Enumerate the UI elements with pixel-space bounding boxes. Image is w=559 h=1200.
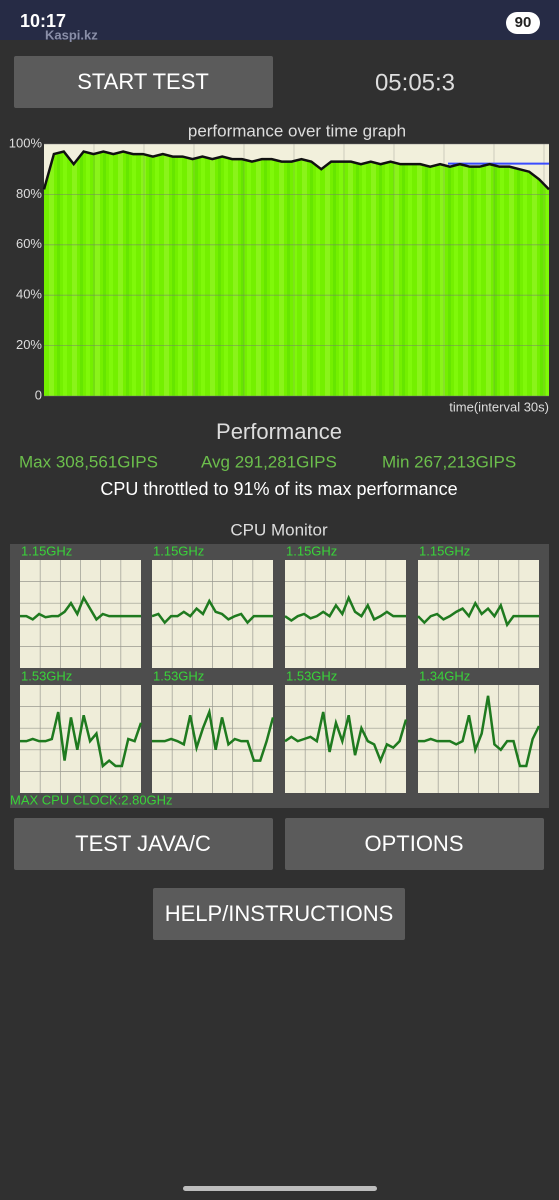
core-frequency: 1.53GHz [153, 668, 204, 683]
help-label[interactable]: HELP/INSTRUCTIONS [165, 901, 394, 926]
options-label[interactable]: OPTIONS [364, 831, 463, 856]
test-java-button[interactable] [14, 818, 273, 870]
cpu-monitor-title: CPU Monitor [230, 520, 328, 539]
core-frequency: 1.15GHz [419, 543, 470, 558]
core-line [284, 594, 406, 622]
core-line [152, 707, 275, 762]
options-button[interactable] [285, 818, 544, 870]
y-tick-label: 0 [35, 387, 42, 402]
min-score: Min 267,213GIPS [382, 452, 516, 471]
performance-line [42, 150, 550, 191]
core-frequency: 1.53GHz [286, 668, 337, 683]
core-frequency: 1.34GHz [419, 668, 470, 683]
core-line [20, 711, 143, 769]
y-tick-label: 40% [16, 287, 42, 302]
core-frequency: 1.15GHz [21, 543, 72, 558]
y-tick-label: 60% [16, 236, 42, 251]
graph-title: performance over time graph [188, 121, 406, 140]
max-score: Max 308,561GIPS [19, 452, 158, 471]
battery-pill [506, 12, 540, 34]
core-line [418, 695, 541, 768]
status-bar [0, 0, 559, 40]
y-tick-label: 80% [16, 186, 42, 201]
core-line [417, 600, 539, 628]
throttle-note: CPU throttled to 91% of its max performa… [100, 479, 457, 499]
core-line [20, 594, 141, 622]
battery: 90 [515, 14, 532, 31]
core-frequency: 1.15GHz [153, 543, 204, 558]
avg-score: Avg 291,281GIPS [201, 452, 337, 471]
watermark: Kaspi.kz [45, 27, 98, 42]
clock: 10:17 [20, 11, 66, 31]
core-line [151, 598, 273, 625]
x-axis-label: time(interval 30s) [449, 399, 549, 414]
core-frequency: 1.15GHz [286, 543, 337, 558]
timer: 05:05:3 [375, 69, 455, 96]
y-tick-label: 100% [9, 135, 43, 150]
help-button[interactable] [153, 888, 405, 940]
nav-handle [183, 1186, 377, 1191]
performance-area [44, 151, 549, 396]
test-java-label[interactable]: TEST JAVA/C [75, 831, 211, 856]
start-button-label[interactable]: START TEST [77, 69, 209, 94]
performance-heading: Performance [216, 419, 342, 444]
max-clock: MAX CPU CLOCK:2.80GHz [10, 792, 173, 807]
y-tick-label: 20% [16, 337, 42, 352]
core-line [284, 711, 408, 765]
cpu-cores: 1.15GHz 1.15GHz 1.15GHz 1.15GHz 1.53GHz 1.53G… [20, 543, 541, 793]
start-button[interactable] [14, 56, 273, 108]
core-frequency: 1.53GHz [21, 668, 72, 683]
graph: 0 20% 40% 60% 80% 100% [9, 135, 550, 402]
